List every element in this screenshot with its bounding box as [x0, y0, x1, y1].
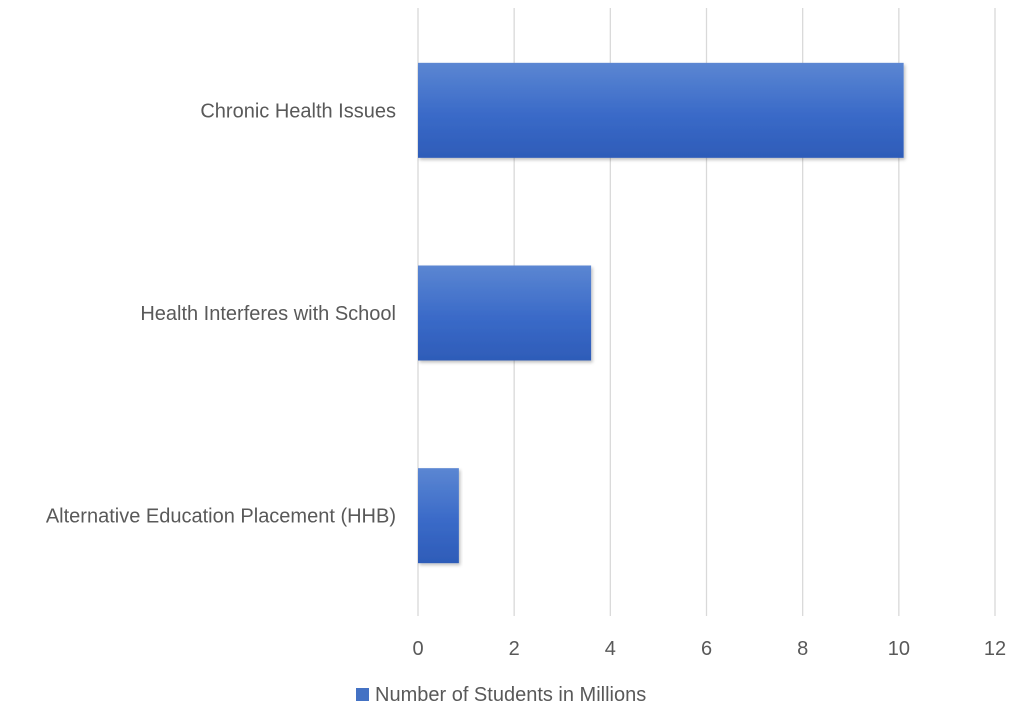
legend: Number of Students in Millions — [356, 684, 646, 706]
x-tick-label: 12 — [984, 638, 1006, 660]
bars — [418, 62, 904, 564]
legend-label: Number of Students in Millions — [375, 684, 646, 706]
bar — [418, 265, 592, 361]
bar — [418, 468, 459, 564]
category-label: Health Interferes with School — [140, 303, 396, 325]
x-tick-label: 6 — [701, 638, 712, 660]
x-axis-tick-labels: 0 2 4 6 8 10 12 — [412, 638, 1006, 660]
x-tick-label: 8 — [797, 638, 808, 660]
category-label: Chronic Health Issues — [200, 100, 396, 122]
x-tick-label: 0 — [412, 638, 423, 660]
x-tick-label: 4 — [605, 638, 616, 660]
x-tick-label: 2 — [509, 638, 520, 660]
bar — [418, 62, 904, 158]
category-labels: Chronic Health Issues Health Interferes w… — [46, 100, 396, 527]
legend-swatch — [356, 688, 369, 701]
x-tick-label: 10 — [888, 638, 910, 660]
category-label: Alternative Education Placement (HHB) — [46, 506, 396, 528]
